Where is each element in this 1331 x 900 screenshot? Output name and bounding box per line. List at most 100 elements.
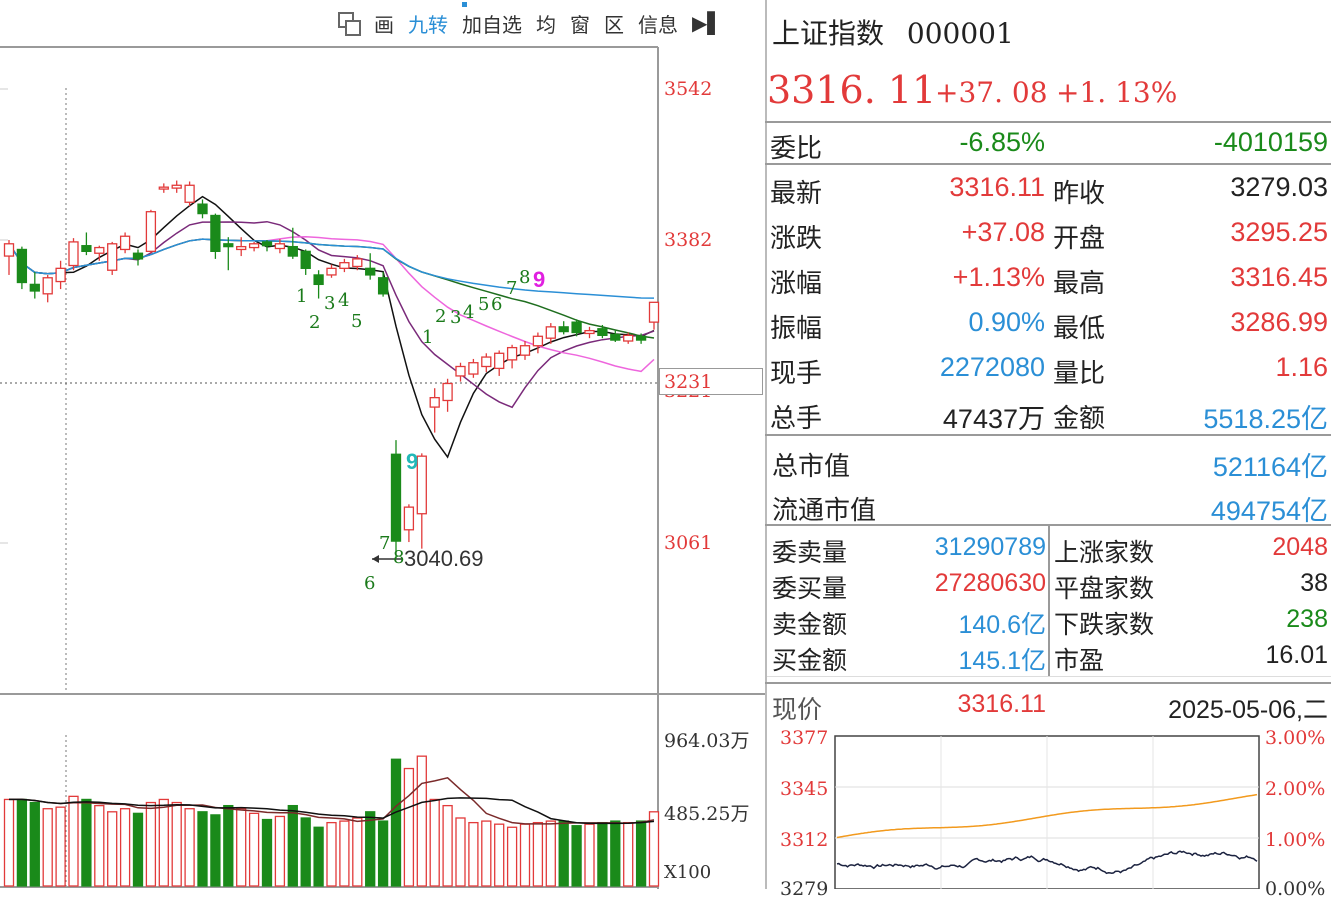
- volume-bar[interactable]: [94, 804, 105, 887]
- volume-bar[interactable]: [313, 826, 324, 887]
- candle[interactable]: [326, 267, 337, 276]
- volume-bar[interactable]: [68, 795, 79, 887]
- volume-bar[interactable]: [81, 798, 92, 887]
- toolbar-average[interactable]: 均: [536, 12, 556, 37]
- volume-bar[interactable]: [132, 812, 144, 887]
- candle[interactable]: [648, 301, 660, 323]
- volume-bar[interactable]: [158, 798, 169, 887]
- candle[interactable]: [352, 258, 363, 268]
- candle[interactable]: [42, 277, 53, 295]
- volume-bar[interactable]: [300, 817, 311, 887]
- candle[interactable]: [94, 246, 105, 254]
- candle[interactable]: [377, 277, 389, 295]
- candle[interactable]: [584, 329, 595, 335]
- candle[interactable]: [81, 245, 92, 252]
- candle[interactable]: [455, 365, 466, 377]
- toolbar-draw[interactable]: 画: [374, 12, 394, 37]
- candle[interactable]: [300, 250, 311, 269]
- toolbar-range[interactable]: 区: [604, 12, 624, 37]
- intraday-chart[interactable]: [765, 720, 1331, 889]
- candle[interactable]: [416, 455, 427, 515]
- volume-bar[interactable]: [236, 808, 247, 887]
- candle[interactable]: [171, 184, 182, 189]
- volume-bar[interactable]: [107, 811, 118, 887]
- volume-bar[interactable]: [648, 811, 660, 887]
- candle[interactable]: [55, 267, 66, 283]
- volume-bar[interactable]: [197, 811, 208, 887]
- candle[interactable]: [365, 267, 376, 276]
- candle[interactable]: [494, 352, 505, 370]
- candle[interactable]: [145, 211, 157, 252]
- candle[interactable]: [107, 243, 118, 271]
- volume-bar[interactable]: [584, 823, 595, 887]
- candle[interactable]: [481, 356, 492, 368]
- candle[interactable]: [429, 396, 440, 408]
- volume-bar[interactable]: [223, 804, 234, 887]
- volume-bar[interactable]: [429, 798, 440, 887]
- volume-bar[interactable]: [171, 801, 182, 887]
- candle[interactable]: [274, 243, 286, 250]
- candle[interactable]: [158, 186, 169, 190]
- window-icon[interactable]: [338, 12, 361, 36]
- candle[interactable]: [635, 335, 647, 341]
- volume-bar[interactable]: [635, 820, 647, 887]
- volume-bar[interactable]: [597, 821, 608, 887]
- volume-bar[interactable]: [519, 823, 531, 887]
- volume-bar[interactable]: [558, 820, 569, 887]
- collapse-panel-icon[interactable]: ▶▌: [692, 11, 723, 35]
- candle[interactable]: [597, 328, 608, 336]
- volume-bar[interactable]: [29, 801, 40, 887]
- volume-bar[interactable]: [623, 821, 634, 887]
- volume-bar[interactable]: [506, 826, 518, 887]
- candle[interactable]: [442, 382, 453, 402]
- candle[interactable]: [558, 326, 569, 333]
- volume-bar[interactable]: [339, 820, 350, 887]
- candle[interactable]: [210, 214, 221, 252]
- candle[interactable]: [29, 283, 40, 292]
- candle[interactable]: [339, 262, 350, 269]
- candle[interactable]: [571, 321, 582, 334]
- volume-bar[interactable]: [532, 821, 544, 887]
- volume-bar[interactable]: [377, 820, 389, 887]
- volume-bar[interactable]: [326, 821, 337, 887]
- volume-bar[interactable]: [571, 825, 582, 887]
- volume-bar[interactable]: [442, 804, 453, 887]
- candle[interactable]: [68, 241, 79, 267]
- volume-bar[interactable]: [261, 818, 273, 887]
- candle[interactable]: [468, 362, 479, 375]
- volume-bar[interactable]: [390, 758, 402, 887]
- kline-chart[interactable]: [0, 0, 765, 889]
- candle[interactable]: [313, 274, 324, 286]
- candle[interactable]: [223, 243, 234, 248]
- volume-bar[interactable]: [16, 798, 28, 887]
- candle[interactable]: [261, 241, 273, 247]
- volume-bar[interactable]: [545, 820, 556, 887]
- volume-bar[interactable]: [145, 801, 157, 887]
- volume-bar[interactable]: [468, 821, 479, 887]
- candle[interactable]: [545, 326, 556, 339]
- volume-bar[interactable]: [416, 755, 427, 887]
- candle[interactable]: [184, 184, 195, 203]
- candle[interactable]: [119, 235, 131, 251]
- toolbar-info[interactable]: 信息: [638, 12, 678, 37]
- candle[interactable]: [287, 245, 298, 257]
- candle[interactable]: [132, 252, 144, 260]
- volume-bar[interactable]: [248, 812, 260, 887]
- candle[interactable]: [610, 333, 621, 341]
- volume-bar[interactable]: [494, 823, 505, 887]
- candle[interactable]: [390, 453, 402, 542]
- volume-bar[interactable]: [481, 820, 492, 887]
- volume-bar[interactable]: [184, 808, 195, 887]
- candle[interactable]: [3, 243, 15, 257]
- candle[interactable]: [236, 245, 247, 251]
- volume-bar[interactable]: [365, 811, 376, 887]
- volume-bar[interactable]: [403, 767, 415, 887]
- volume-bar[interactable]: [274, 815, 286, 887]
- candle[interactable]: [197, 203, 208, 215]
- volume-bar[interactable]: [287, 804, 298, 887]
- volume-bar[interactable]: [610, 820, 621, 887]
- volume-bar[interactable]: [3, 798, 15, 887]
- toolbar-nine-turn[interactable]: 九转: [408, 12, 448, 37]
- candle[interactable]: [248, 243, 260, 249]
- volume-bar[interactable]: [42, 808, 53, 887]
